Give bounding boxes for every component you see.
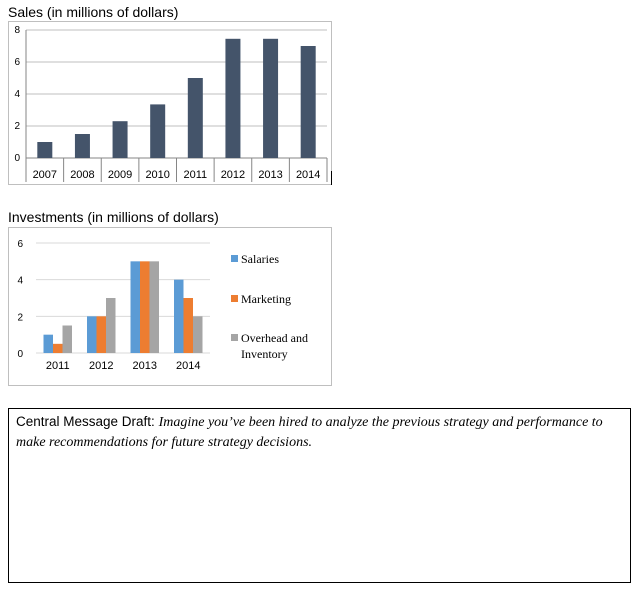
x-tick-label: 2011: [46, 360, 70, 372]
investments-chart-svg: 0 2 4 6 2011 2012 2013 2014 Salaries Marketing Ove…: [17, 239, 308, 372]
sales-chart: 0 2 4 6 8 2007 2008 2009 2010 2011 2012 2013 2014: [8, 21, 332, 185]
y-tick-label: 6: [14, 57, 20, 68]
bar-2012: [225, 38, 241, 158]
x-tick-label: 2012: [221, 169, 245, 181]
bar-2010: [150, 104, 166, 158]
x-tick-label: 2012: [89, 360, 113, 372]
y-tick-label: 0: [17, 349, 23, 360]
bar-salaries-2011: [43, 334, 53, 353]
bar-2013: [263, 38, 279, 158]
central-message-label: Central Message Draft:: [16, 414, 159, 429]
legend-label-3: Overhead and Inventory: [241, 331, 308, 361]
sales-chart-title: Sales (in millions of dollars): [8, 4, 179, 20]
text-cursor: [331, 171, 332, 185]
x-tick-label: 2010: [145, 169, 169, 181]
investments-chart: 0 2 4 6 2011 2012 2013 2014 Salaries Marketing Ove…: [8, 227, 332, 386]
bar-overhead-and-inventory-2014: [193, 316, 203, 353]
bar-2014: [300, 46, 316, 158]
central-message-text: Imagine you’ve been hired to analyze the…: [16, 415, 603, 450]
y-tick-label: 4: [17, 276, 23, 287]
bar-salaries-2013: [130, 261, 140, 353]
bar-salaries-2014: [174, 279, 184, 353]
bar-overhead-and-inventory-2013: [149, 261, 159, 353]
bar-2009: [112, 121, 128, 158]
x-tick-label: 2008: [70, 169, 94, 181]
legend-label-1: Salaries: [241, 252, 279, 266]
y-tick-label: 0: [14, 153, 20, 164]
legend-swatch-2: [231, 295, 238, 302]
central-message-box[interactable]: Central Message Draft: Imagine you’ve be…: [8, 408, 631, 583]
sales-chart-svg: 0 2 4 6 8 2007 2008 2009 2010 2011 2012 2013 2014: [14, 25, 328, 182]
y-tick-label: 6: [17, 239, 23, 250]
bar-marketing-2014: [183, 298, 193, 353]
x-tick-label: 2014: [176, 360, 200, 372]
bar-2011: [187, 78, 203, 158]
bar-overhead-and-inventory-2011: [62, 325, 72, 353]
legend-label-2: Marketing: [241, 292, 291, 306]
y-tick-label: 8: [14, 25, 20, 36]
x-tick-label: 2013: [258, 169, 282, 181]
bar-2007: [37, 142, 53, 158]
y-tick-label: 4: [14, 89, 20, 100]
legend-swatch-1: [231, 255, 238, 262]
x-tick-label: 2007: [33, 169, 57, 181]
y-tick-label: 2: [17, 312, 23, 323]
legend-swatch-3: [231, 334, 238, 341]
bar-salaries-2012: [87, 316, 97, 353]
x-tick-label: 2011: [183, 169, 207, 181]
bar-2008: [74, 134, 90, 158]
bar-marketing-2011: [53, 343, 63, 353]
y-tick-label: 2: [14, 121, 20, 132]
x-tick-label: 2013: [133, 360, 157, 372]
x-tick-label: 2014: [296, 169, 320, 181]
bar-overhead-and-inventory-2012: [106, 298, 116, 353]
bar-marketing-2012: [96, 316, 106, 353]
investments-chart-title: Investments (in millions of dollars): [8, 209, 219, 225]
x-tick-label: 2009: [108, 169, 132, 181]
bar-marketing-2013: [140, 261, 150, 353]
